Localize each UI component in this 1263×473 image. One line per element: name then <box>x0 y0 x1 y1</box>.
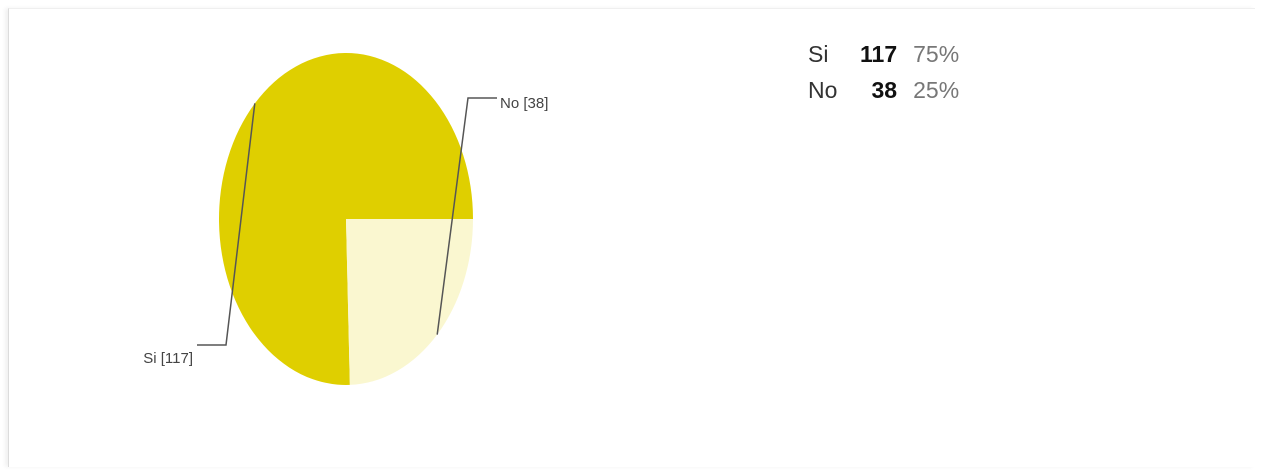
leader-line-no <box>436 97 497 335</box>
summary-row-no: No 38 25% <box>808 72 959 108</box>
pie-leader-lines <box>197 97 497 346</box>
leader-line-si <box>197 103 256 346</box>
chart-panel <box>8 8 1255 467</box>
summary-category: Si <box>808 40 829 67</box>
summary-table: Si 117 75% No 38 25% <box>808 36 959 108</box>
summary-row-si: Si 117 75% <box>808 36 959 72</box>
summary-count: 117 <box>860 40 898 67</box>
summary-category: No <box>808 76 838 103</box>
pie-label-no: No [38] <box>500 95 548 112</box>
summary-count: 38 <box>871 76 898 103</box>
pie-label-si: Si [117] <box>143 350 193 367</box>
pie-slices <box>219 52 473 385</box>
pie-slice-si <box>219 52 473 385</box>
summary-percent: 75% <box>913 40 960 67</box>
summary-percent: 25% <box>913 76 960 103</box>
pie-slice-no <box>346 219 473 385</box>
